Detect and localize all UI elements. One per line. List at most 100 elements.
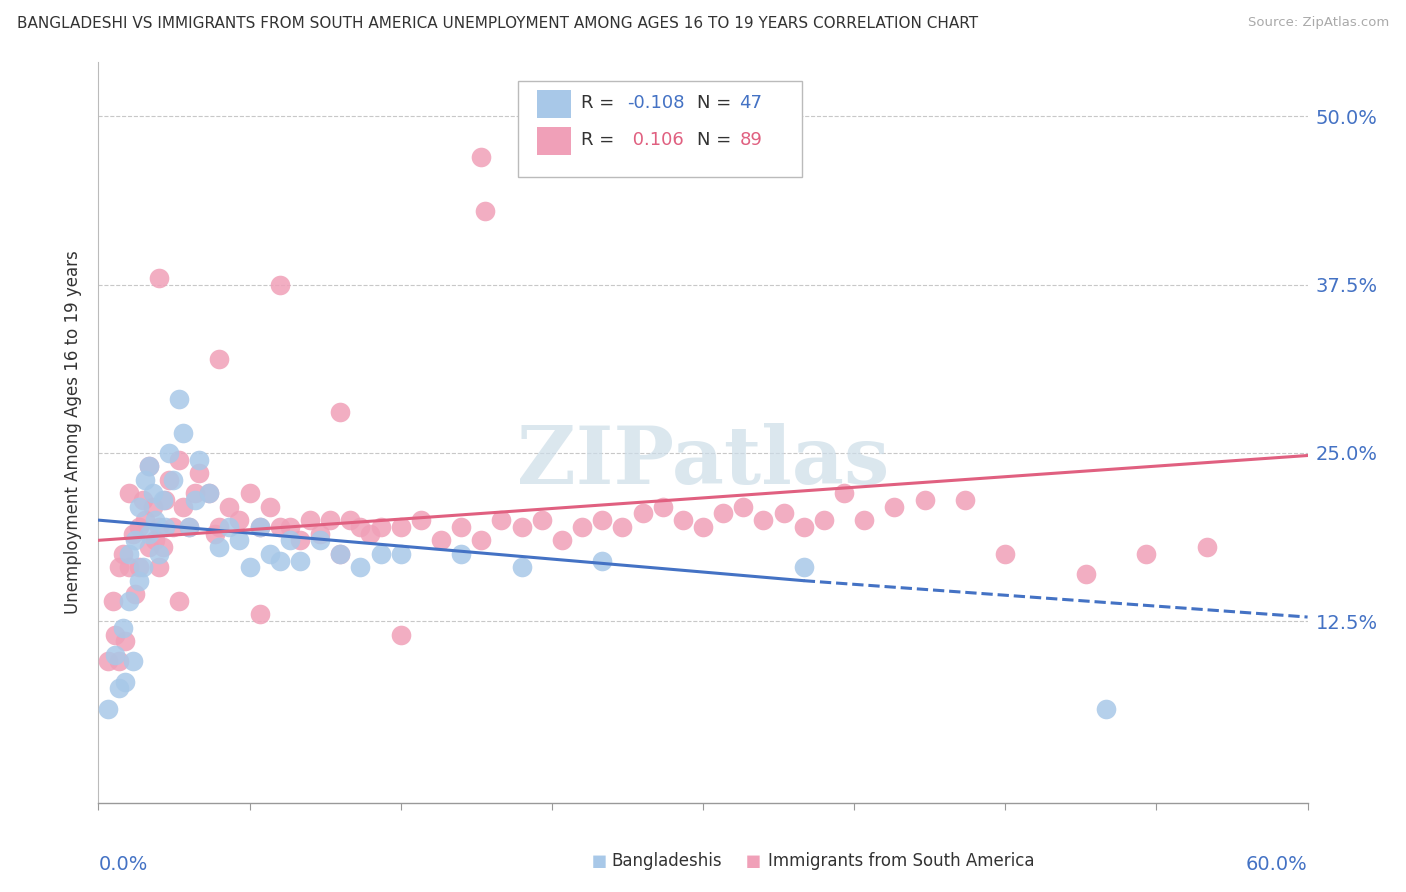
Point	[107, 681, 129, 696]
Point	[128, 500, 150, 514]
Point	[510, 520, 533, 534]
Point	[128, 560, 150, 574]
Point	[134, 513, 156, 527]
Point	[208, 520, 231, 534]
Point	[278, 520, 301, 534]
Point	[269, 520, 291, 534]
Point	[631, 507, 654, 521]
Point	[329, 405, 352, 419]
Point	[157, 446, 180, 460]
Point	[172, 500, 194, 514]
Point	[360, 526, 382, 541]
Point	[128, 520, 150, 534]
Point	[134, 473, 156, 487]
Point	[172, 425, 194, 440]
Text: R =: R =	[581, 131, 620, 149]
Point	[153, 520, 176, 534]
Point	[470, 150, 492, 164]
Point	[162, 520, 184, 534]
Point	[101, 594, 124, 608]
Point	[228, 533, 250, 548]
Bar	[537, 127, 571, 155]
Point	[204, 526, 226, 541]
Point	[121, 655, 143, 669]
Point	[259, 500, 281, 514]
Point	[198, 486, 221, 500]
Point	[148, 560, 170, 574]
Point	[329, 547, 352, 561]
Bar	[537, 90, 571, 118]
Point	[118, 560, 141, 574]
Point	[1195, 540, 1218, 554]
Text: 0.106: 0.106	[627, 131, 683, 149]
Point	[571, 520, 593, 534]
Point	[450, 547, 472, 561]
Point	[793, 520, 815, 534]
Point	[450, 520, 472, 534]
Point	[184, 486, 207, 500]
Text: 60.0%: 60.0%	[1246, 855, 1308, 873]
Point	[114, 634, 136, 648]
Point	[772, 507, 794, 521]
Point	[118, 547, 141, 561]
Text: ▪: ▪	[591, 849, 607, 872]
Point	[672, 513, 695, 527]
Point	[124, 533, 146, 548]
Text: Immigrants from South America: Immigrants from South America	[768, 852, 1035, 870]
Point	[389, 627, 412, 641]
Text: Source: ZipAtlas.com: Source: ZipAtlas.com	[1249, 16, 1389, 29]
Point	[370, 520, 392, 534]
Point	[914, 492, 936, 507]
FancyBboxPatch shape	[517, 81, 803, 178]
Point	[249, 520, 271, 534]
Point	[711, 507, 734, 521]
Point	[612, 520, 634, 534]
Point	[218, 520, 240, 534]
Point	[184, 492, 207, 507]
Point	[132, 560, 155, 574]
Point	[148, 547, 170, 561]
Point	[733, 500, 755, 514]
Point	[349, 520, 371, 534]
Point	[430, 533, 453, 548]
Point	[152, 492, 174, 507]
Point	[107, 655, 129, 669]
Point	[510, 560, 533, 574]
Point	[128, 574, 150, 588]
Point	[339, 513, 361, 527]
Point	[249, 520, 271, 534]
Point	[198, 486, 221, 500]
Point	[249, 607, 271, 622]
Point	[591, 553, 613, 567]
Point	[239, 486, 262, 500]
Point	[1095, 701, 1118, 715]
Point	[138, 540, 160, 554]
Point	[813, 513, 835, 527]
Point	[269, 277, 291, 292]
Point	[118, 594, 141, 608]
Point	[692, 520, 714, 534]
Text: N =: N =	[697, 95, 737, 112]
Point	[278, 533, 301, 548]
Point	[389, 520, 412, 534]
Point	[142, 500, 165, 514]
Point	[111, 547, 134, 561]
Point	[138, 459, 160, 474]
Point	[309, 526, 332, 541]
Text: N =: N =	[697, 131, 737, 149]
Point	[118, 486, 141, 500]
Point	[853, 513, 876, 527]
Point	[188, 452, 211, 467]
Text: -0.108: -0.108	[627, 95, 685, 112]
Point	[208, 351, 231, 366]
Point	[389, 547, 412, 561]
Text: Bangladeshis: Bangladeshis	[612, 852, 723, 870]
Point	[97, 701, 120, 715]
Text: R =: R =	[581, 95, 620, 112]
Text: ▪: ▪	[745, 849, 762, 872]
Point	[148, 270, 170, 285]
Point	[124, 587, 146, 601]
Point	[1135, 547, 1157, 561]
Point	[142, 486, 165, 500]
Point	[1074, 566, 1097, 581]
